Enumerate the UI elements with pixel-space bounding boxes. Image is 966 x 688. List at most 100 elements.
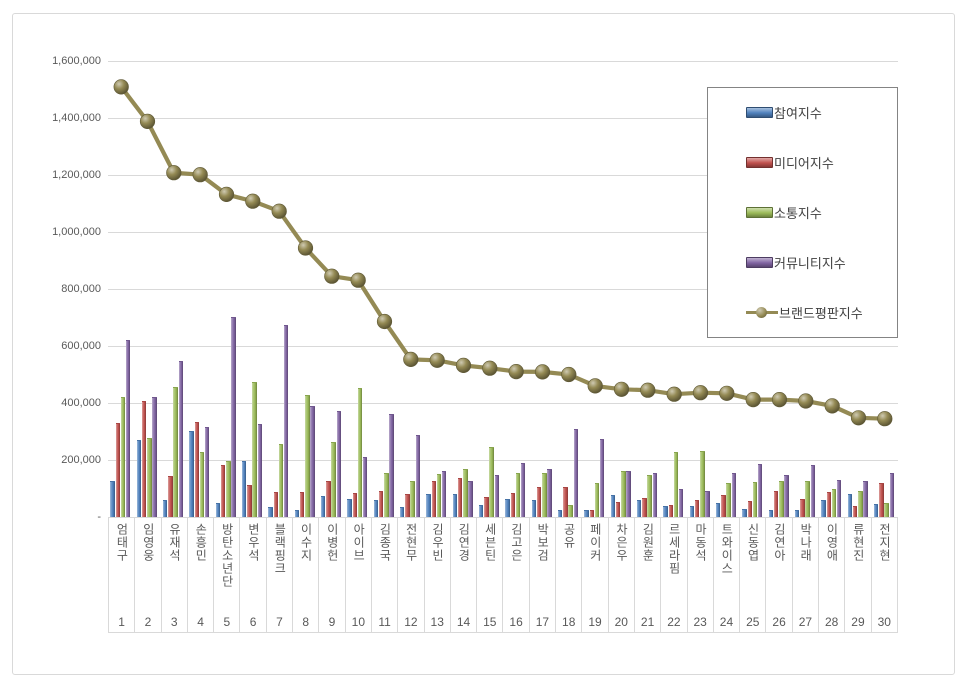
category-name-label: 신동엽 (746, 523, 761, 562)
bar-미디어지수 (115, 422, 120, 517)
bar-소통지수 (384, 473, 389, 517)
y-axis-tick-label: 1,200,000 (52, 169, 101, 181)
bar-커뮤니티지수 (600, 438, 605, 517)
category-cell: 세븐틴 15 (477, 517, 504, 632)
legend-entry: 소통지수 (746, 203, 897, 222)
bar-미디어지수 (352, 493, 357, 517)
bar-커뮤니티지수 (547, 469, 552, 517)
category-name-label: 아이브 (351, 523, 366, 562)
bar-소통지수 (542, 472, 547, 517)
line-marker (877, 411, 893, 427)
category-rank-label: 21 (640, 615, 655, 629)
bar-참여지수 (821, 500, 826, 517)
gridline (108, 289, 898, 290)
bar-커뮤니티지수 (178, 360, 184, 517)
bar-커뮤니티지수 (284, 324, 289, 517)
category-rank-label: 29 (851, 615, 865, 629)
bar-참여지수 (663, 506, 668, 517)
bar-미디어지수 (141, 400, 147, 517)
bar-소통지수 (252, 382, 257, 517)
category-cell: 차은우 20 (609, 517, 635, 632)
category-rank-label: 10 (351, 615, 365, 629)
category-cell: 임영웅 2 (135, 517, 162, 632)
category-name-label: 트와이스 (719, 523, 734, 575)
legend-entry: 커뮤니티지수 (746, 253, 897, 272)
bar-참여지수 (399, 507, 405, 517)
bar-참여지수 (320, 496, 326, 517)
legend-bar-swatch-icon (746, 256, 773, 268)
bar-미디어지수 (721, 495, 726, 517)
category-rank-label: 25 (746, 615, 760, 629)
legend-bar-swatch-icon (746, 206, 773, 218)
bar-참여지수 (531, 499, 536, 517)
bar-참여지수 (189, 430, 194, 517)
category-rank-label: 24 (719, 615, 734, 629)
category-name-label: 류현진 (851, 523, 866, 562)
category-cell: 김원훈 21 (635, 517, 662, 632)
bar-미디어지수 (668, 505, 673, 517)
category-name-label: 방탄소년단 (220, 523, 235, 588)
bar-커뮤니티지수 (679, 489, 684, 517)
category-name-label: 김우빈 (430, 523, 445, 562)
gridline (108, 403, 898, 404)
bar-소통지수 (173, 387, 178, 517)
bar-미디어지수 (326, 481, 331, 517)
bar-커뮤니티지수 (810, 464, 816, 517)
bar-커뮤니티지수 (705, 490, 710, 517)
bar-소통지수 (515, 472, 521, 517)
gridline (108, 61, 898, 62)
bar-소통지수 (489, 447, 494, 517)
category-name-label: 박나래 (798, 523, 813, 562)
bar-커뮤니티지수 (363, 456, 368, 517)
bar-소통지수 (568, 505, 573, 517)
bar-참여지수 (136, 440, 141, 517)
bar-커뮤니티지수 (442, 470, 447, 517)
category-name-label: 엄태구 (114, 523, 129, 562)
line-marker (587, 378, 603, 394)
bar-소통지수 (305, 395, 310, 517)
line-marker (324, 268, 340, 284)
bar-참여지수 (215, 503, 220, 517)
bar-참여지수 (584, 509, 589, 517)
bar-참여지수 (162, 499, 168, 517)
bar-소통지수 (647, 474, 652, 517)
category-name-label: 김종국 (377, 523, 392, 562)
chart-frame: 1,600,000 1,400,000 1,200,000 1,000,000 800,… (12, 13, 955, 675)
line-marker (218, 186, 235, 202)
y-axis-tick-label: 1,600,000 (52, 55, 101, 67)
line-marker (561, 366, 577, 383)
legend-line-marker-icon (746, 306, 778, 319)
category-cell: 공유 18 (556, 517, 583, 632)
category-name-label: 김원훈 (640, 523, 655, 562)
category-rank-label: 14 (456, 615, 471, 629)
bar-커뮤니티지수 (731, 473, 737, 517)
bar-커뮤니티지수 (626, 471, 631, 517)
bar-미디어지수 (378, 490, 384, 517)
category-rank-label: 30 (877, 615, 891, 629)
legend-label: 커뮤니티지수 (774, 255, 846, 271)
bar-커뮤니티지수 (389, 414, 394, 517)
y-axis-tick-label: 200,000 (61, 454, 101, 466)
category-cell: 전현무 12 (398, 517, 425, 632)
bar-소통지수 (463, 469, 468, 517)
bar-참여지수 (715, 503, 721, 517)
bar-커뮤니티지수 (758, 463, 763, 517)
legend-label: 브랜드평판지수 (779, 305, 863, 321)
category-cell: 르세라핌 22 (661, 517, 688, 632)
bar-커뮤니티지수 (415, 434, 421, 517)
line-marker (640, 382, 656, 398)
bar-커뮤니티지수 (257, 424, 263, 517)
bar-소통지수 (278, 444, 284, 517)
y-axis-tick-label: 600,000 (61, 340, 101, 352)
y-axis-tick-label: 1,400,000 (52, 112, 101, 124)
legend-entry: 브랜드평판지수 (746, 303, 897, 322)
bar-미디어지수 (694, 499, 700, 517)
category-cell: 류현진 29 (845, 517, 872, 632)
bar-참여지수 (347, 498, 352, 517)
x-axis-category-band: 엄태구 1 임영웅 2 유재석 3 손흥민 4 방탄소년단 5 변우석 6 블랙핑크 7 이수지 8 이병헌 9 아… (108, 517, 898, 633)
category-cell: 이병헌 9 (319, 517, 346, 632)
bar-소통지수 (199, 451, 205, 517)
category-rank-label: 3 (170, 615, 178, 629)
category-rank-label: 12 (404, 615, 418, 629)
category-name-label: 전지현 (877, 523, 892, 562)
